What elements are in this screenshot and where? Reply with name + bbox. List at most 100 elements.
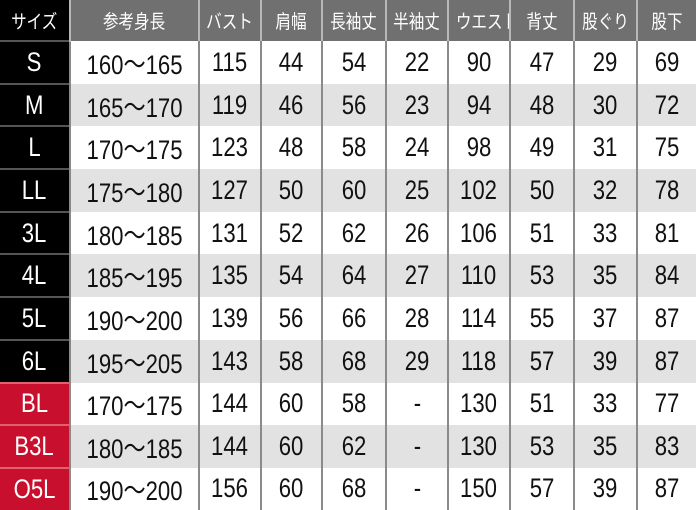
cell-bust: 143 — [198, 339, 261, 383]
cell-reference-height: 190～200 — [69, 297, 199, 340]
cell-long-sleeve-length: 62 — [321, 425, 386, 468]
cell-waist: 98 — [447, 126, 510, 170]
cell-value: 44 — [279, 46, 304, 77]
header-long-sleeve-length: 長袖丈 — [321, 0, 386, 41]
cell-bust: 131 — [198, 211, 261, 255]
header-crotch-rise: 股ぐり — [573, 0, 637, 41]
cell-value: 4L — [22, 260, 47, 291]
cell-value: B3L — [14, 431, 55, 462]
cell-value: 127 — [211, 174, 249, 205]
cell-shoulder-width: 60 — [260, 382, 322, 426]
cell-back-length: 53 — [509, 254, 574, 298]
cell-value: 81 — [654, 217, 680, 248]
cell-value: 37 — [593, 302, 618, 333]
cell-short-sleeve-length: 23 — [385, 83, 448, 127]
cell-value: 135 — [211, 260, 249, 291]
cell-value: 35 — [593, 260, 618, 291]
cell-value: 48 — [279, 132, 304, 163]
cell-long-sleeve-length: 58 — [321, 382, 386, 426]
cell-value: 56 — [341, 89, 367, 120]
header-label: バスト — [206, 12, 254, 33]
cell-value: 190～200 — [86, 476, 183, 507]
cell-value: 87 — [654, 302, 680, 333]
cell-value: - — [413, 388, 421, 419]
cell-shoulder-width: 52 — [260, 211, 322, 255]
cell-value: 110 — [461, 260, 497, 291]
cell-crotch-rise: 33 — [573, 211, 637, 255]
cell-inseam: 84 — [636, 254, 696, 298]
cell-value: 68 — [341, 473, 367, 504]
cell-inseam: 72 — [636, 83, 696, 127]
cell-value: 31 — [593, 132, 618, 163]
cell-value: 27 — [404, 260, 430, 291]
cell-back-length: 57 — [509, 339, 574, 383]
cell-size: 4L — [0, 253, 70, 298]
cell-value: 87 — [654, 345, 680, 376]
cell-value: L — [28, 132, 41, 163]
cell-value: 35 — [593, 431, 618, 462]
cell-shoulder-width: 60 — [260, 425, 322, 468]
cell-inseam: 83 — [636, 425, 696, 468]
cell-value: 175～180 — [86, 177, 183, 208]
cell-value: 83 — [654, 431, 680, 462]
cell-inseam: 75 — [636, 126, 696, 170]
cell-inseam: 81 — [636, 211, 696, 255]
cell-crotch-rise: 39 — [573, 467, 637, 510]
header-label: サイズ — [11, 11, 58, 33]
cell-short-sleeve-length: 22 — [385, 41, 448, 84]
table-row: 3L 180～185 131 52 62 26 106 51 33 81 — [0, 210, 696, 255]
cell-value: 57 — [529, 345, 555, 376]
cell-long-sleeve-length: 56 — [321, 83, 386, 127]
table-row: 5L 190～200 139 56 66 28 114 55 37 87 — [0, 296, 696, 340]
header-back-length: 背丈 — [509, 0, 574, 41]
cell-value: 123 — [211, 132, 249, 163]
cell-size: 5L — [0, 296, 70, 340]
cell-value: 130 — [460, 431, 498, 462]
cell-value: BL — [20, 388, 49, 419]
cell-long-sleeve-length: 68 — [321, 339, 386, 383]
cell-value: - — [413, 473, 421, 504]
cell-size: L — [0, 125, 70, 170]
header-label: 長袖丈 — [330, 12, 378, 33]
cell-reference-height: 165～170 — [69, 83, 199, 127]
cell-value: 52 — [279, 217, 304, 248]
cell-value: 57 — [529, 473, 555, 504]
table-row: O5L 190～200 156 60 68 - 150 57 39 87 — [0, 466, 696, 510]
cell-long-sleeve-length: 58 — [321, 126, 386, 170]
cell-value: 180～185 — [86, 434, 183, 465]
cell-short-sleeve-length: - — [385, 382, 448, 426]
cell-value: M — [25, 89, 44, 120]
cell-value: 51 — [529, 217, 555, 248]
cell-value: 106 — [460, 217, 498, 248]
cell-value: 5L — [22, 302, 47, 333]
header-size: サイズ — [0, 0, 70, 41]
cell-crotch-rise: 35 — [573, 425, 637, 468]
cell-value: 23 — [404, 89, 430, 120]
cell-value: 53 — [529, 260, 555, 291]
header-label: 股ぐり — [582, 12, 629, 33]
cell-value: 94 — [466, 89, 492, 120]
cell-inseam: 87 — [636, 467, 696, 510]
cell-value: 60 — [279, 388, 304, 419]
cell-value: 180～185 — [86, 220, 183, 251]
cell-shoulder-width: 50 — [260, 169, 322, 212]
header-label: 背丈 — [526, 12, 558, 33]
cell-shoulder-width: 56 — [260, 297, 322, 340]
header-shoulder-width: 肩幅 — [260, 0, 322, 41]
cell-value: 46 — [279, 89, 304, 120]
cell-bust: 135 — [198, 254, 261, 298]
header-label: 股下 — [651, 12, 683, 33]
cell-value: 90 — [466, 46, 492, 77]
cell-value: 53 — [529, 431, 555, 462]
header-bust: バスト — [198, 0, 261, 41]
cell-value: 32 — [593, 174, 618, 205]
cell-value: 25 — [404, 174, 430, 205]
cell-value: 29 — [593, 46, 618, 77]
cell-bust: 144 — [198, 382, 261, 426]
header-reference-height: 参考身長 — [69, 0, 199, 41]
cell-short-sleeve-length: 25 — [385, 169, 448, 212]
cell-value: 24 — [404, 132, 430, 163]
cell-value: LL — [22, 174, 47, 205]
cell-value: 115 — [212, 46, 248, 77]
cell-size: O5L — [0, 466, 70, 510]
